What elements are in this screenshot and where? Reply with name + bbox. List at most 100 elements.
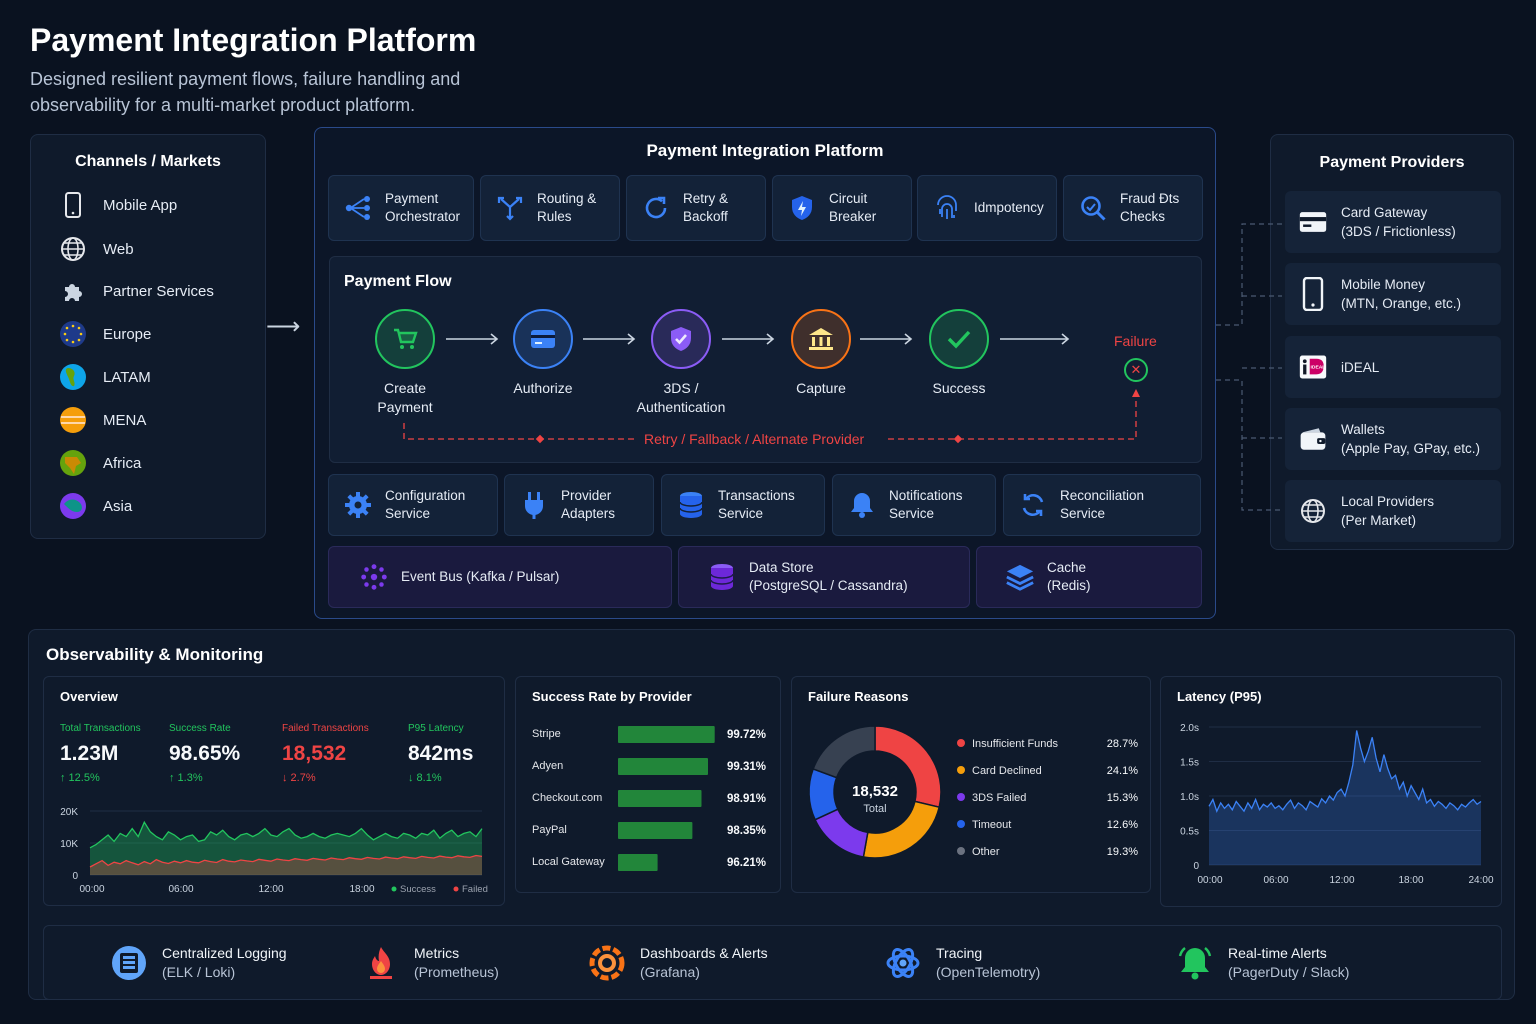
infra-label-line1: Data Store bbox=[749, 560, 814, 575]
kpi-label: Total Transactions bbox=[60, 723, 141, 734]
flow-step[interactable]: Create Payment bbox=[335, 309, 475, 417]
channel-item[interactable]: Africa bbox=[59, 449, 141, 477]
page-subtitle: Designed resilient payment flows, failur… bbox=[30, 69, 461, 115]
infra-card[interactable]: Cache (Redis) bbox=[976, 546, 1202, 608]
provider-card[interactable]: iDEAL iDEAL bbox=[1285, 336, 1501, 398]
infra-card[interactable]: Event Bus (Kafka / Pulsar) bbox=[328, 546, 672, 608]
service-label-line2: Adapters bbox=[561, 506, 616, 521]
flow-step[interactable]: 3DS / Authentication bbox=[611, 309, 751, 417]
module-card[interactable]: Routing & Rules bbox=[480, 175, 620, 241]
provider-label: Card Gateway (3DS / Frictionless) bbox=[1341, 203, 1456, 241]
legend-swatch bbox=[391, 886, 397, 892]
y-tick-label: 0.5s bbox=[1180, 827, 1199, 838]
pie-slice bbox=[812, 725, 876, 779]
infra-card[interactable]: Data Store (PostgreSQL / Cassandra) bbox=[678, 546, 970, 608]
service-label-line1: Provider bbox=[561, 488, 612, 503]
success-rate-title: Success Rate by Provider bbox=[532, 689, 692, 704]
service-label-line1: Transactions bbox=[718, 488, 795, 503]
channel-item[interactable]: Europe bbox=[59, 320, 151, 348]
service-card[interactable]: Notifications Service bbox=[832, 474, 996, 536]
module-card[interactable]: Idmpotency bbox=[917, 175, 1057, 241]
latency-chart: 0 0.5s 1.0s 1.5s 2.0s 00:00 06:00 12:00 18:00 24:… bbox=[1180, 723, 1494, 886]
service-label: Notifications Service bbox=[889, 487, 963, 523]
failure-reasons-title: Failure Reasons bbox=[808, 689, 909, 704]
failure-reasons-chart: 18,532 Total Insufficient Funds 28.7% Card D… bbox=[808, 725, 1138, 859]
flow-step[interactable]: Authorize bbox=[473, 309, 613, 398]
tool-label-line2: (Grafana) bbox=[640, 964, 700, 980]
alert-bell-icon bbox=[1176, 944, 1214, 982]
channel-item[interactable]: Asia bbox=[59, 492, 132, 520]
channel-item[interactable]: MENA bbox=[59, 406, 146, 434]
legend-value: 12.6% bbox=[1107, 819, 1138, 831]
svg-text:iDEAL: iDEAL bbox=[1311, 365, 1326, 371]
service-card[interactable]: Transactions Service bbox=[661, 474, 825, 536]
observability-tool[interactable]: Centralized Logging (ELK / Loki) bbox=[110, 926, 287, 1000]
provider-label: Mobile Money (MTN, Orange, etc.) bbox=[1341, 275, 1461, 313]
channel-item[interactable]: LATAM bbox=[59, 363, 151, 391]
flow-arrow bbox=[583, 329, 636, 349]
bar bbox=[618, 854, 658, 871]
provider-label-line2: (Apple Pay, GPay, etc.) bbox=[1341, 441, 1481, 456]
service-card[interactable]: Reconciliation Service bbox=[1003, 474, 1201, 536]
search-icon bbox=[1078, 193, 1108, 223]
provider-card[interactable]: Local Providers (Per Market) bbox=[1285, 480, 1501, 542]
service-card[interactable]: Provider Adapters bbox=[504, 474, 654, 536]
bar-category: Adyen bbox=[532, 760, 563, 772]
legend-value: 24.1% bbox=[1107, 765, 1138, 777]
module-label-line2: Orchestrator bbox=[385, 209, 461, 224]
africa-globe-icon bbox=[59, 449, 87, 477]
module-label-line1: Circuit bbox=[829, 191, 868, 206]
module-card[interactable]: Circuit Breaker bbox=[772, 175, 912, 241]
provider-card[interactable]: Wallets (Apple Pay, GPay, etc.) bbox=[1285, 408, 1501, 470]
flow-step-circle bbox=[929, 309, 989, 369]
observability-title: Observability & Monitoring bbox=[46, 645, 264, 664]
observability-tool[interactable]: Metrics (Prometheus) bbox=[362, 926, 499, 1000]
bar bbox=[618, 790, 702, 807]
channel-item[interactable]: Web bbox=[59, 235, 134, 263]
layers-icon bbox=[1005, 562, 1035, 592]
platform-title: Payment Integration Platform bbox=[646, 141, 884, 160]
y-tick-label: 1.0s bbox=[1180, 792, 1199, 803]
series-line bbox=[89, 854, 483, 868]
infra-label: Cache (Redis) bbox=[1047, 559, 1091, 595]
pie-center-label: Total bbox=[863, 803, 886, 815]
module-card[interactable]: Payment Orchestrator bbox=[328, 175, 474, 241]
legend-swatch bbox=[957, 847, 965, 855]
module-card[interactable]: Retry & Backoff bbox=[626, 175, 766, 241]
legend-value: 28.7% bbox=[1107, 738, 1138, 750]
tool-label-line2: (Prometheus) bbox=[414, 964, 499, 980]
success-rate-panel: Success Rate by Provider Stripe 99.72% Ady… bbox=[515, 676, 781, 893]
flow-step-label-2: Authentication bbox=[636, 399, 726, 415]
observability-tool[interactable]: Tracing (OpenTelemotry) bbox=[884, 926, 1040, 1000]
channels-panel: Channels / Markets Mobile App Web Partner … bbox=[30, 134, 266, 539]
latency-title: Latency (P95) bbox=[1177, 689, 1262, 704]
provider-card[interactable]: Mobile Money (MTN, Orange, etc.) bbox=[1285, 263, 1501, 325]
channel-label: MENA bbox=[103, 411, 147, 429]
module-label: Payment Orchestrator bbox=[385, 190, 460, 226]
failure-label: Failure bbox=[1114, 333, 1157, 349]
retry-icon bbox=[641, 193, 671, 223]
tracing-icon bbox=[884, 944, 922, 982]
service-label: Reconciliation Service bbox=[1060, 487, 1144, 523]
provider-label-line2: (MTN, Orange, etc.) bbox=[1341, 296, 1462, 311]
puzzle-icon bbox=[59, 277, 87, 305]
flow-step[interactable]: Capture bbox=[751, 309, 891, 398]
observability-tool[interactable]: Real-time Alerts (PagerDuty / Slack) bbox=[1176, 926, 1349, 1000]
kpi: Success Rate 98.65% ↑ 1.3% bbox=[169, 723, 240, 784]
provider-label: Wallets (Apple Pay, GPay, etc.) bbox=[1341, 420, 1480, 458]
channel-item[interactable]: Mobile App bbox=[59, 191, 177, 219]
module-label: Idmpotency bbox=[974, 199, 1044, 217]
legend-value: 19.3% bbox=[1107, 846, 1138, 858]
module-card[interactable]: Fraud Đts Checks bbox=[1063, 175, 1203, 241]
provider-card[interactable]: Card Gateway (3DS / Frictionless) bbox=[1285, 191, 1501, 253]
infra-label: Event Bus (Kafka / Pulsar) bbox=[401, 568, 559, 586]
observability-tool[interactable]: Dashboards & Alerts (Grafana) bbox=[588, 926, 768, 1000]
module-label: Fraud Đts Checks bbox=[1120, 190, 1179, 226]
bar-value-label: 99.72% bbox=[727, 729, 766, 741]
tool-label-line1: Real-time Alerts bbox=[1228, 945, 1327, 961]
module-label-line1: Retry & bbox=[683, 191, 729, 206]
service-card[interactable]: Configuration Service bbox=[328, 474, 498, 536]
flow-step[interactable]: Success bbox=[889, 309, 1029, 398]
channel-item[interactable]: Partner Services bbox=[59, 277, 214, 305]
kpi-delta: ↑ 12.5% bbox=[60, 772, 100, 784]
